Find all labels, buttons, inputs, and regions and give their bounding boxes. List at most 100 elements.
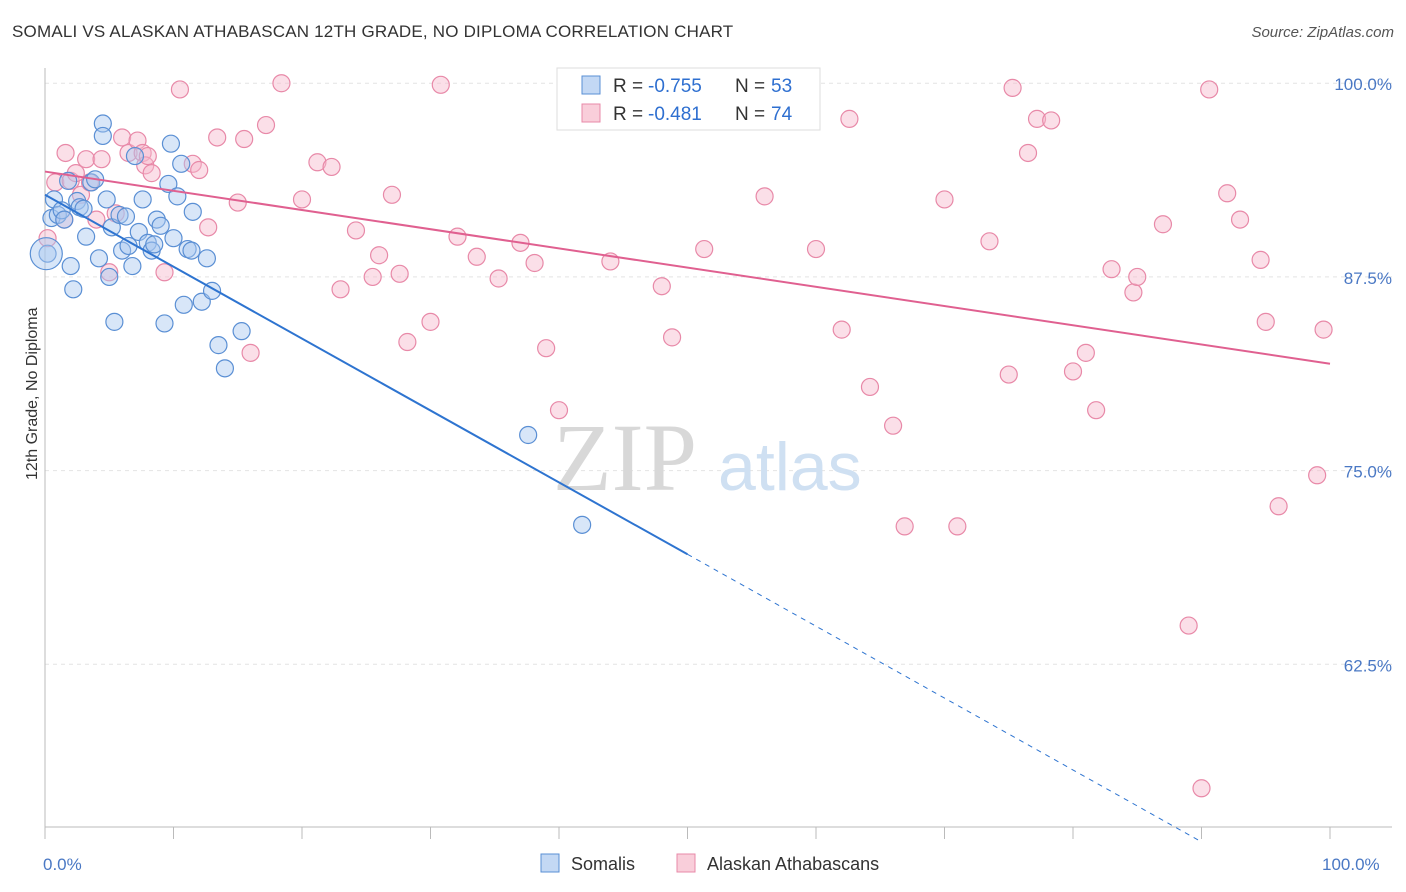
somali-point-5 bbox=[55, 210, 74, 229]
athabascan-point-57 bbox=[840, 109, 859, 128]
athabascan-point-66 bbox=[1018, 143, 1038, 163]
somali-point-48 bbox=[209, 336, 228, 355]
athabascan-point-13 bbox=[112, 128, 132, 147]
athabascan-point-47 bbox=[525, 253, 544, 273]
legend-athabascan-n-label: N = bbox=[735, 104, 765, 125]
somali-point-36 bbox=[159, 174, 178, 194]
bottom-legend-somali-label: Somalis bbox=[571, 854, 635, 874]
athabascan-point-37 bbox=[370, 246, 389, 265]
athabascan-point-3 bbox=[56, 143, 75, 163]
athabascan-point-33 bbox=[322, 157, 341, 177]
athabascan-point-18 bbox=[138, 146, 157, 166]
athabascan-point-23 bbox=[190, 160, 209, 180]
athabascan-point-11 bbox=[100, 263, 119, 282]
somali-point-34 bbox=[151, 216, 170, 235]
athabascan-point-69 bbox=[1063, 362, 1083, 381]
somali-point-52 bbox=[573, 515, 592, 534]
somali-point-50 bbox=[232, 322, 251, 341]
y-tick-label-3: 62.5% bbox=[1344, 656, 1392, 675]
somali-trend-line bbox=[44, 193, 688, 556]
somali-point-37 bbox=[161, 134, 181, 153]
athabascan-point-43 bbox=[448, 227, 467, 246]
athabascan-point-20 bbox=[155, 263, 174, 282]
athabascan-point-59 bbox=[883, 416, 903, 435]
somali-point-16 bbox=[93, 114, 112, 133]
athabascan-point-29 bbox=[256, 115, 276, 135]
legend-athabascan-n-value: 74 bbox=[771, 104, 793, 125]
somali-point-11 bbox=[74, 199, 93, 218]
y-tick-label-0: 100.0% bbox=[1334, 75, 1392, 94]
athabascan-point-34 bbox=[331, 280, 350, 299]
athabascan-point-42 bbox=[431, 75, 450, 94]
athabascan-point-82 bbox=[1269, 497, 1288, 516]
athabascan-point-56 bbox=[832, 320, 851, 339]
athabascan-point-21 bbox=[170, 80, 190, 99]
somali-point-26 bbox=[123, 256, 142, 276]
somali-point-17 bbox=[93, 126, 112, 146]
athabascan-point-53 bbox=[695, 239, 714, 259]
athabascan-point-31 bbox=[292, 190, 312, 209]
somali-point-27 bbox=[125, 146, 145, 166]
athabascan-point-62 bbox=[948, 517, 967, 536]
athabascan-point-85 bbox=[1128, 267, 1147, 287]
legend-box bbox=[556, 67, 821, 131]
axes bbox=[44, 68, 1392, 839]
athabascan-point-32 bbox=[308, 153, 327, 172]
trend-lines bbox=[44, 170, 1331, 843]
athabascan-point-78 bbox=[1308, 466, 1327, 485]
athabascan-point-79 bbox=[1314, 320, 1333, 339]
somali-point-21 bbox=[105, 312, 124, 331]
legend-somali-n-value: 53 bbox=[771, 76, 792, 97]
athabascan-point-64 bbox=[999, 365, 1018, 384]
athabascan-point-10 bbox=[92, 150, 111, 169]
athabascan-point-44 bbox=[467, 247, 486, 266]
athabascan-point-40 bbox=[398, 332, 417, 352]
athabascan-trend-line bbox=[44, 170, 1331, 365]
somali-point-41 bbox=[174, 295, 193, 314]
x-tick-label-0: 0.0% bbox=[43, 855, 82, 874]
somali-point-49 bbox=[215, 359, 234, 378]
somali-point-40 bbox=[172, 154, 191, 173]
athabascan-point-76 bbox=[1251, 250, 1270, 269]
athabascan-point-70 bbox=[1087, 401, 1106, 420]
athabascan-point-26 bbox=[228, 193, 247, 212]
athabascan-points bbox=[38, 74, 1333, 798]
athabascan-point-35 bbox=[346, 221, 366, 240]
somali-point-8 bbox=[64, 280, 83, 299]
somali-trend-extension bbox=[687, 553, 1202, 843]
athabascan-point-65 bbox=[1003, 78, 1022, 97]
somali-point-7 bbox=[61, 256, 80, 276]
y-tick-label-2: 75.0% bbox=[1344, 463, 1392, 482]
legend-somali-swatch bbox=[581, 75, 601, 95]
grid-lines bbox=[45, 82, 1392, 665]
somali-point-15 bbox=[89, 249, 109, 268]
athabascan-point-48 bbox=[537, 339, 556, 358]
source-label: Source: ZipAtlas.com bbox=[1251, 24, 1394, 41]
athabascan-point-58 bbox=[860, 377, 880, 397]
athabascan-point-45 bbox=[489, 269, 508, 288]
somali-point-24 bbox=[116, 207, 136, 226]
watermark-atlas: atlas bbox=[718, 429, 862, 505]
somali-point-19 bbox=[100, 267, 119, 287]
x-tick-label-1: 100.0% bbox=[1322, 855, 1380, 874]
athabascan-point-73 bbox=[1153, 215, 1173, 234]
somali-point-large bbox=[29, 237, 63, 271]
athabascan-point-80 bbox=[1179, 616, 1198, 635]
legend-somali-r-label: R = bbox=[613, 76, 643, 97]
top-legend: R = -0.755 N = 53 R = -0.481 N = 74 bbox=[556, 67, 821, 131]
athabascan-point-27 bbox=[235, 129, 254, 149]
athabascan-point-74 bbox=[1200, 80, 1219, 99]
athabascan-point-30 bbox=[272, 74, 291, 93]
athabascan-point-7 bbox=[77, 150, 96, 169]
athabascan-point-19 bbox=[142, 164, 161, 183]
athabascan-point-60 bbox=[895, 517, 914, 536]
athabascan-point-81 bbox=[1192, 779, 1211, 798]
bottom-legend-athabascan-label: Alaskan Athabascans bbox=[707, 854, 879, 874]
bottom-legend: Somalis Alaskan Athabascans bbox=[540, 853, 879, 874]
athabascan-point-28 bbox=[241, 343, 260, 362]
legend-athabascan-r-label: R = bbox=[613, 104, 643, 125]
athabascan-point-49 bbox=[549, 401, 569, 420]
y-tick-label-1: 87.5% bbox=[1344, 269, 1392, 288]
somali-points bbox=[29, 114, 592, 534]
tick-labels: 100.0% 87.5% 75.0% 62.5% 0.0% 100.0% bbox=[43, 75, 1392, 874]
